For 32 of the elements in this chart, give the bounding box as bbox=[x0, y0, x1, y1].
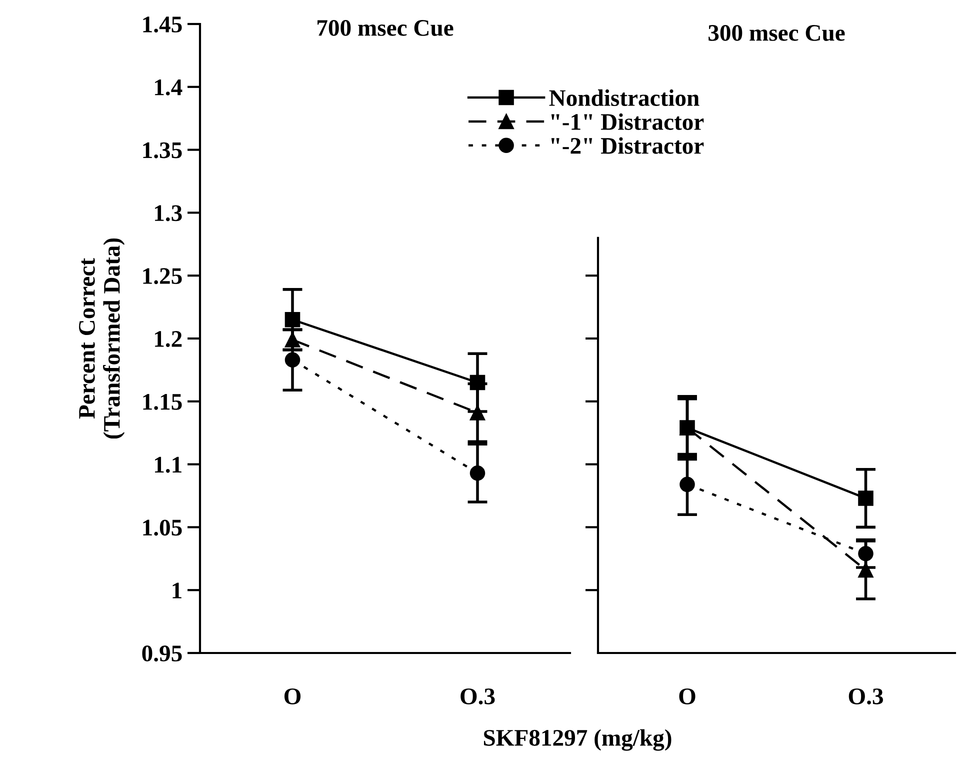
x-tick-label: O.3 bbox=[460, 688, 495, 704]
y-tick-label: 1.05 bbox=[143, 520, 182, 536]
y-tick-label: 1.45 bbox=[143, 16, 182, 33]
legend-label: Nondistraction bbox=[549, 89, 700, 106]
point bbox=[284, 332, 300, 348]
y-tick-label: 1.2 bbox=[155, 331, 182, 348]
y-tick-label: 1.25 bbox=[143, 268, 182, 284]
point bbox=[284, 312, 300, 328]
legend-label: "-2" Distractor bbox=[551, 137, 704, 154]
point bbox=[470, 374, 486, 390]
x-tick-label: O.3 bbox=[848, 688, 883, 704]
x-axis-title: SKF81297 (mg/kg) bbox=[484, 729, 672, 751]
point bbox=[470, 405, 486, 420]
y-tick-label: 1.35 bbox=[143, 142, 182, 158]
point bbox=[284, 352, 300, 368]
point bbox=[858, 546, 874, 562]
x-tick-label: O bbox=[284, 688, 301, 704]
x-tick-label: O bbox=[679, 688, 696, 704]
y-tick-label: 1.1 bbox=[155, 456, 182, 473]
y-tick-label: 1.15 bbox=[143, 394, 182, 410]
point bbox=[680, 476, 695, 492]
chart-title: 700 msec Cue bbox=[318, 20, 454, 36]
point bbox=[858, 490, 874, 506]
y-tick-label: 1 bbox=[172, 582, 182, 598]
legend-label: "-1" Distractor bbox=[551, 113, 704, 130]
chart-title: 300 msec Cue bbox=[708, 24, 845, 41]
point bbox=[470, 465, 486, 481]
y-axis-title: Percent Correct (Transformed Data) bbox=[79, 238, 125, 439]
y-tick-label: 1.4 bbox=[155, 80, 182, 96]
y-tick-label: 0.95 bbox=[142, 645, 182, 662]
y-tick-label: 1.3 bbox=[155, 205, 182, 222]
point bbox=[858, 562, 874, 578]
